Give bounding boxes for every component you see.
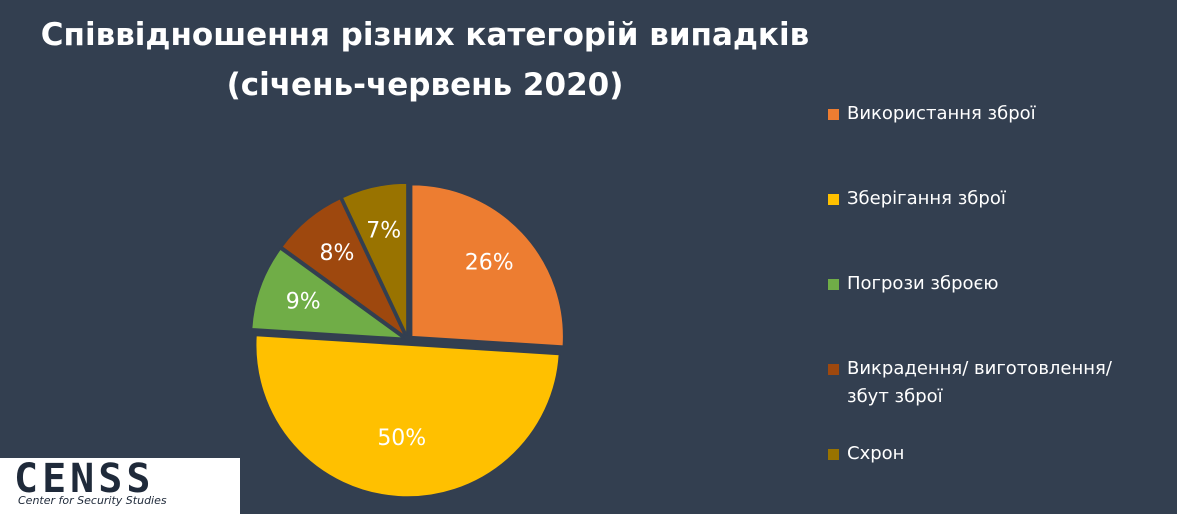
pie-slice <box>250 247 406 340</box>
value-label: 7% <box>366 218 401 243</box>
value-label: 9% <box>286 289 321 314</box>
pie-slice <box>280 197 406 337</box>
legend-label: Використання зброї <box>847 103 1036 124</box>
value-label: 50% <box>377 426 426 451</box>
logo-name: CENSS <box>14 456 155 502</box>
logo-tagline: Center for Security Studies <box>18 494 167 507</box>
chart-subtitle: (січень-червень 2020) <box>227 67 624 103</box>
legend-swatch <box>828 449 839 460</box>
pie-slice <box>341 182 408 336</box>
legend-swatch <box>828 109 839 120</box>
legend-swatch <box>828 194 839 205</box>
pie-slice <box>254 334 561 498</box>
legend-item: Зберігання зброї <box>828 185 1148 213</box>
pie-slice <box>410 183 565 347</box>
legend-swatch <box>828 364 839 375</box>
value-label: 26% <box>465 251 514 276</box>
legend-item: Використання зброї <box>828 100 1148 128</box>
logo: CENSS Center for Security Studies <box>0 456 240 514</box>
value-label: 8% <box>320 241 355 266</box>
legend-item: Викрадення/ виготовлення/ збут зброї <box>828 355 1148 411</box>
legend-item: Схрон <box>828 440 1148 468</box>
legend-label: Викрадення/ виготовлення/ збут зброї <box>847 358 1112 407</box>
chart-title: Співвідношення різних категорій випадків <box>41 17 809 53</box>
legend-label: Зберігання зброї <box>847 188 1006 209</box>
legend-swatch <box>828 279 839 290</box>
legend-label: Погрози зброєю <box>847 273 999 294</box>
legend-label: Схрон <box>847 443 905 464</box>
legend-item: Погрози зброєю <box>828 270 1148 298</box>
